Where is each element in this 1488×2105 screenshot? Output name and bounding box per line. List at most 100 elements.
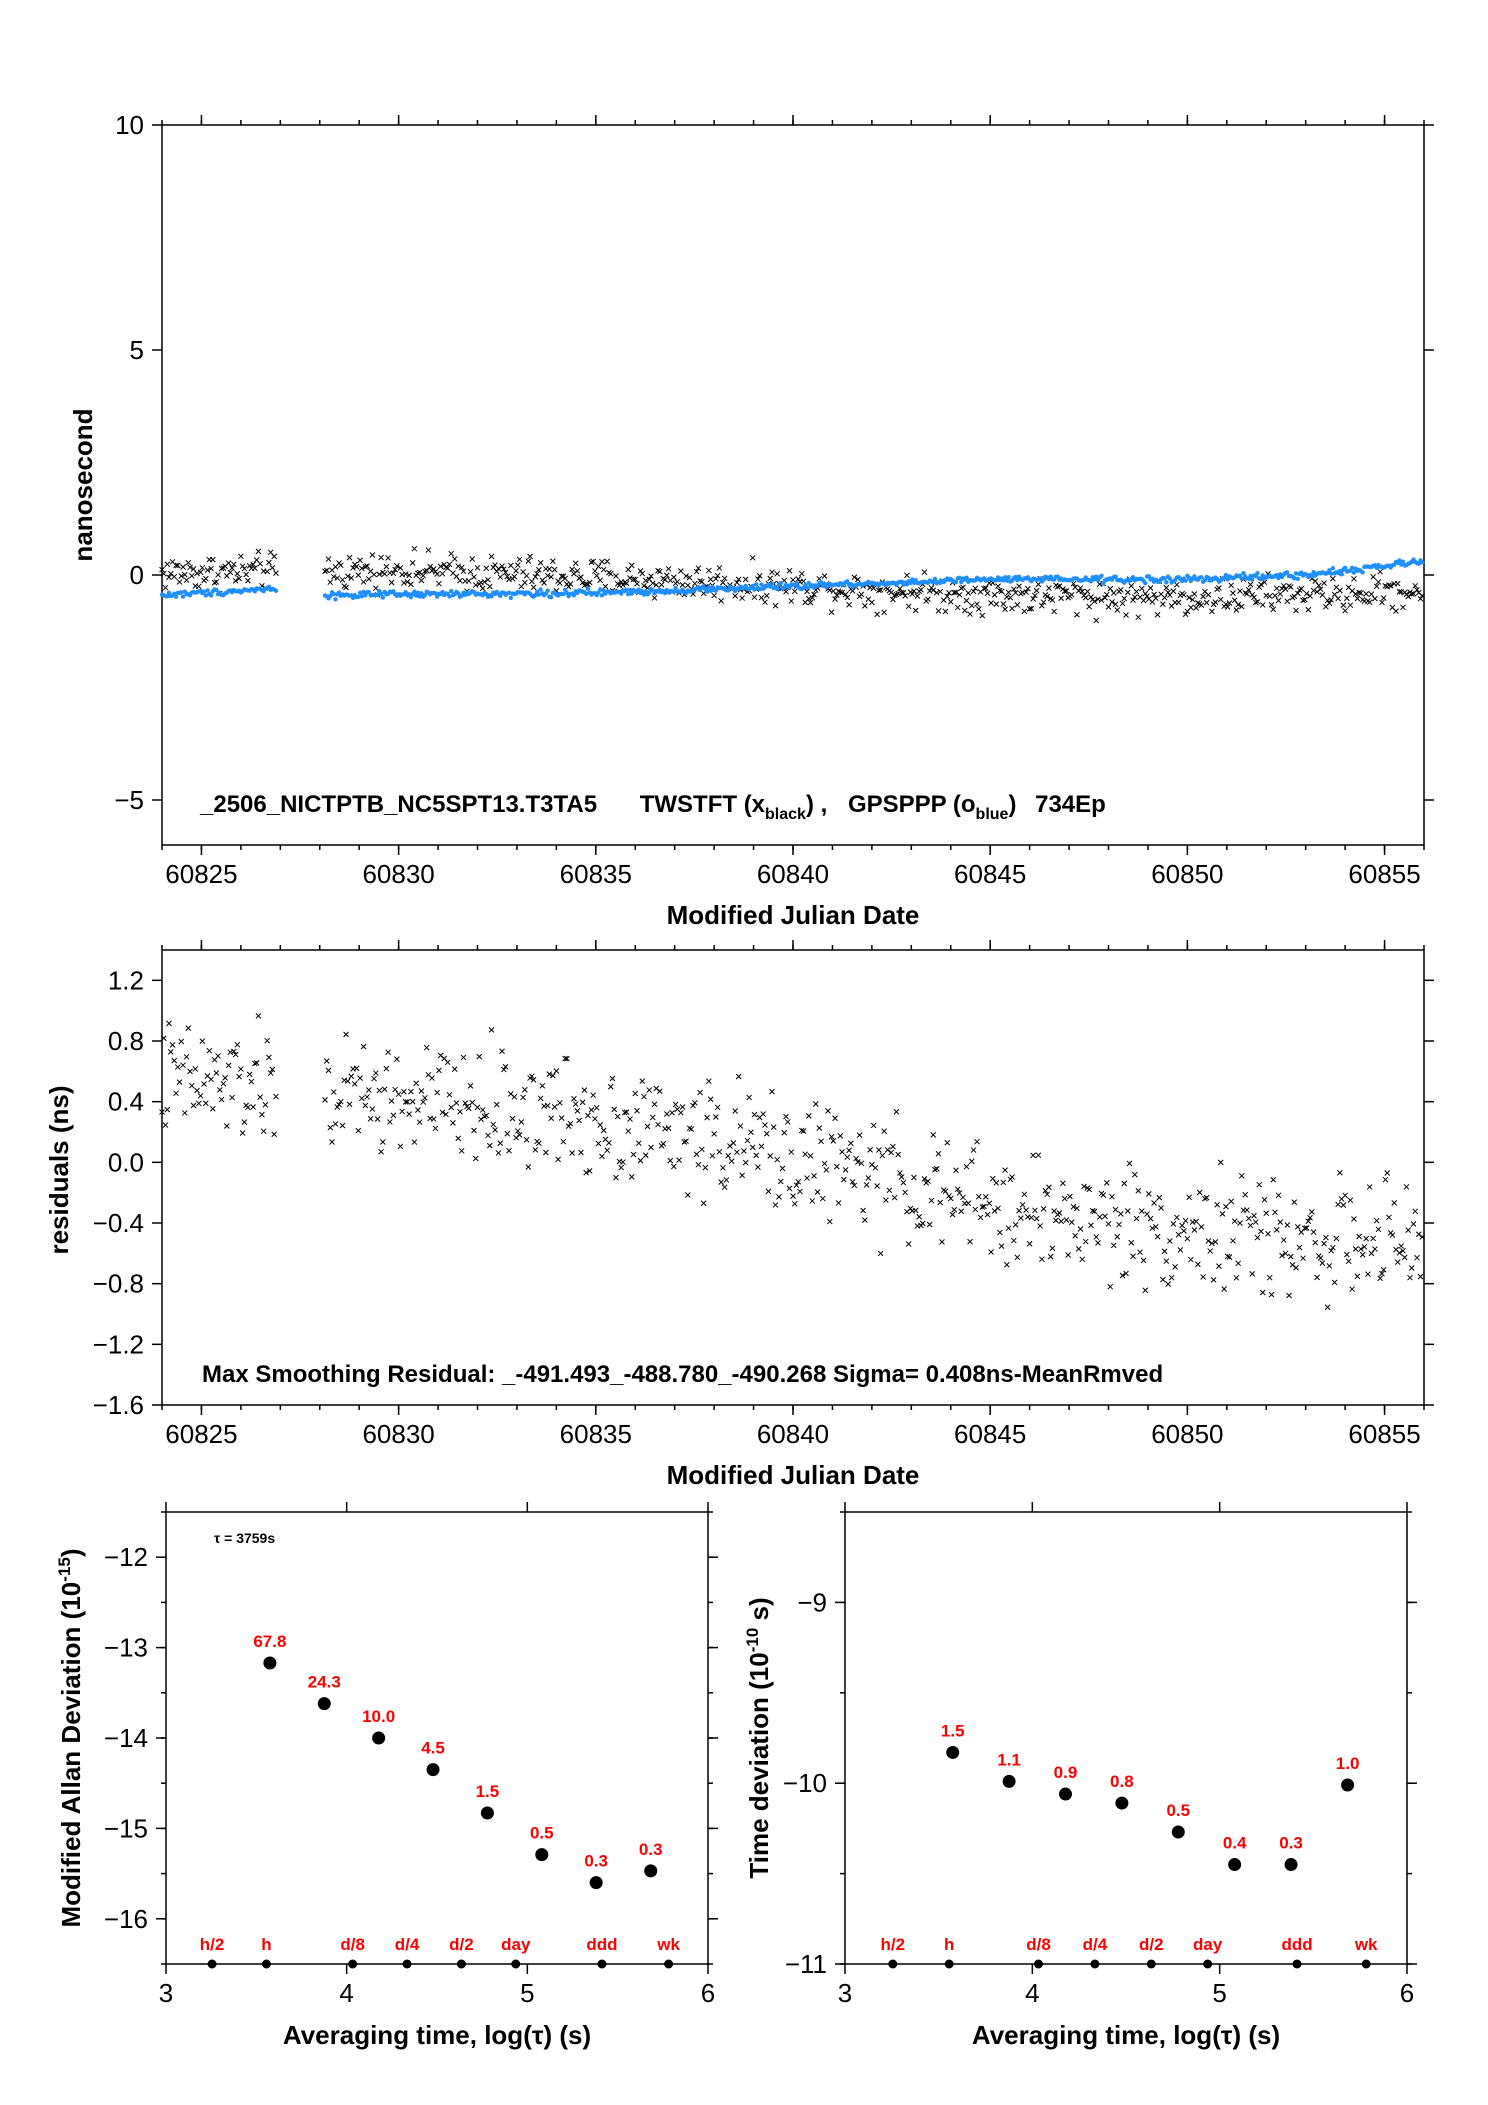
y-tick-label: 0 bbox=[130, 560, 144, 590]
twstft-point bbox=[1170, 1221, 1177, 1227]
twstft-point bbox=[742, 576, 749, 583]
twstft-point bbox=[693, 568, 700, 575]
twstft-point bbox=[546, 566, 553, 572]
gpsppp-point bbox=[640, 588, 645, 594]
twstft-point bbox=[178, 1038, 185, 1045]
twstft-point bbox=[483, 1112, 490, 1119]
twstft-point bbox=[481, 1113, 488, 1120]
twstft-point bbox=[1084, 588, 1091, 595]
gpsppp-point bbox=[806, 580, 811, 586]
twstft-point bbox=[725, 1152, 732, 1159]
twstft-point bbox=[1191, 591, 1198, 597]
twstft-point bbox=[1079, 588, 1086, 595]
twstft-point bbox=[628, 1174, 635, 1180]
twstft-point bbox=[788, 1149, 795, 1155]
twstft-point bbox=[180, 564, 186, 570]
reference-label: ddd bbox=[586, 1935, 617, 1954]
twstft-point bbox=[1016, 1207, 1022, 1214]
twstft-point bbox=[905, 603, 912, 610]
twstft-point bbox=[511, 1094, 518, 1100]
twstft-point bbox=[937, 1199, 944, 1206]
twstft-point bbox=[1049, 597, 1056, 603]
twstft-point bbox=[408, 1088, 414, 1095]
twstft-point bbox=[588, 1107, 595, 1113]
twstft-point bbox=[968, 602, 975, 609]
twstft-point bbox=[1238, 603, 1245, 610]
twstft-point bbox=[735, 576, 742, 583]
twstft-point bbox=[828, 609, 835, 616]
twstft-point bbox=[1002, 1167, 1008, 1174]
twstft-point bbox=[1109, 1193, 1115, 1200]
twstft-point bbox=[1065, 1252, 1072, 1258]
twstft-point bbox=[528, 1073, 535, 1080]
twstft-point bbox=[1181, 1228, 1187, 1234]
y-tick-label: −16 bbox=[104, 1904, 148, 1934]
twstft-point bbox=[1075, 1246, 1082, 1252]
twstft-point bbox=[840, 1176, 847, 1183]
gpsppp-point bbox=[489, 594, 494, 599]
twstft-point bbox=[879, 1152, 886, 1159]
twstft-point bbox=[911, 588, 917, 594]
gpsppp-point bbox=[378, 591, 384, 597]
twstft-point bbox=[1044, 593, 1051, 600]
twstft-point bbox=[602, 583, 609, 590]
gpsppp-point bbox=[417, 594, 422, 599]
twstft-point bbox=[639, 570, 646, 577]
twstft-point bbox=[1124, 589, 1131, 596]
twstft-point bbox=[460, 1054, 467, 1061]
twstft-point bbox=[746, 1094, 753, 1101]
twstft-point bbox=[947, 598, 954, 605]
twstft-point bbox=[544, 1102, 551, 1109]
twstft-point bbox=[1207, 1248, 1214, 1254]
twstft-point bbox=[662, 576, 668, 583]
x-tick-label: 60850 bbox=[1151, 1419, 1223, 1449]
twstft-point bbox=[1249, 592, 1256, 598]
twstft-point bbox=[1061, 1195, 1068, 1202]
twstft-point bbox=[1410, 1221, 1417, 1227]
twstft-point bbox=[215, 571, 221, 578]
twstft-point bbox=[1226, 1254, 1233, 1260]
twstft-point bbox=[411, 545, 418, 552]
twstft-point bbox=[1005, 1225, 1012, 1232]
twstft-point bbox=[1358, 1246, 1364, 1252]
twstft-point bbox=[632, 1090, 639, 1097]
twstft-point bbox=[883, 1197, 889, 1203]
twstft-point bbox=[451, 1066, 458, 1073]
twstft-point bbox=[1117, 586, 1124, 593]
twstft-point bbox=[854, 1159, 861, 1165]
gpsppp-point bbox=[909, 577, 915, 582]
twstft-point bbox=[663, 1111, 670, 1117]
twstft-point bbox=[1389, 1232, 1396, 1238]
twstft-point bbox=[579, 1099, 586, 1106]
twstft-point bbox=[499, 1048, 505, 1055]
reference-label: day bbox=[501, 1935, 531, 1954]
gpsppp-point bbox=[1250, 577, 1255, 582]
twstft-point bbox=[1032, 592, 1038, 599]
twstft-point bbox=[160, 1035, 167, 1042]
twstft-point bbox=[439, 570, 446, 577]
twstft-point bbox=[535, 1140, 542, 1147]
twstft-point bbox=[539, 577, 546, 584]
twstft-point bbox=[497, 1140, 504, 1147]
twstft-point bbox=[779, 1165, 786, 1172]
twstft-point bbox=[390, 1112, 397, 1119]
reference-marker bbox=[888, 1959, 898, 1969]
gpsppp-point bbox=[412, 589, 417, 594]
twstft-point bbox=[344, 1078, 351, 1085]
twstft-point bbox=[488, 553, 495, 560]
twstft-point bbox=[479, 585, 486, 592]
twstft-point bbox=[1107, 1283, 1114, 1290]
twstft-point bbox=[739, 595, 746, 601]
twstft-point bbox=[1124, 1208, 1131, 1214]
twstft-point bbox=[544, 572, 551, 579]
twstft-point bbox=[1105, 604, 1112, 610]
twstft-point bbox=[1317, 586, 1324, 593]
twstft-point bbox=[343, 584, 349, 591]
twstft-point bbox=[711, 592, 717, 599]
twstft-point bbox=[837, 1133, 844, 1139]
twstft-point bbox=[1039, 1256, 1045, 1263]
twstft-point bbox=[984, 590, 991, 597]
twstft-point bbox=[721, 1184, 728, 1191]
x-tick-label: 6 bbox=[701, 1978, 715, 2008]
twstft-point bbox=[975, 1193, 982, 1200]
